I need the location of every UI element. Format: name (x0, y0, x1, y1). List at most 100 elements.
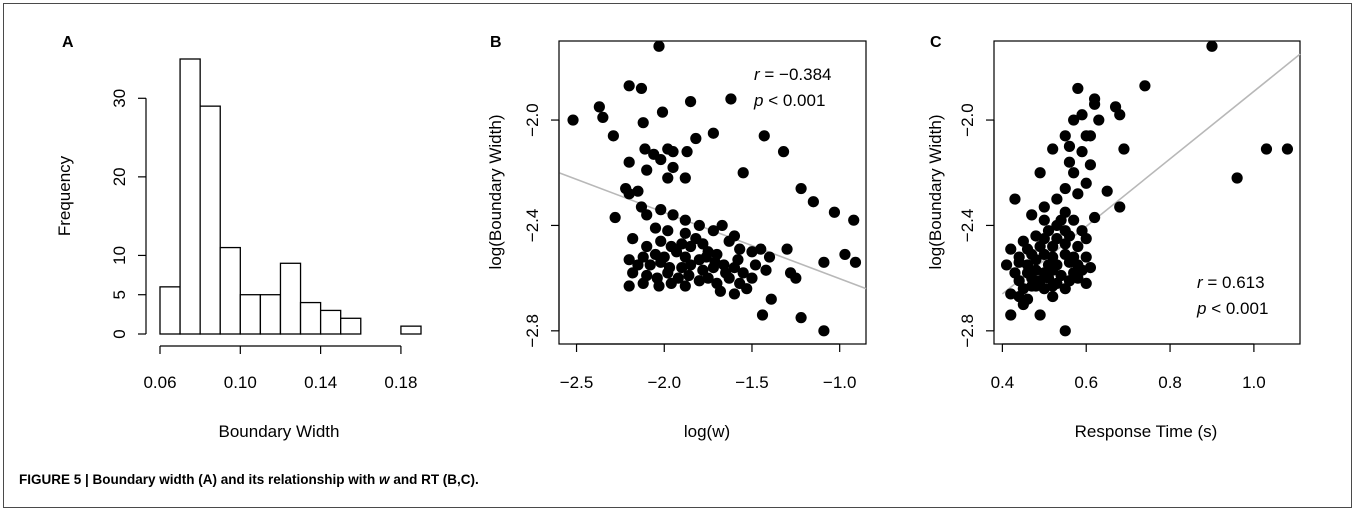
scatter-point (1005, 243, 1017, 255)
y-tick-label: 20 (110, 167, 129, 186)
scatter-point (1017, 298, 1029, 311)
scatter-point (1080, 277, 1092, 289)
histogram-bar (319, 309, 342, 335)
x-tick-label: 1.0 (1242, 373, 1266, 392)
stat-r: r = −0.384 (754, 65, 832, 84)
scatter-point (623, 188, 635, 200)
scatter-point (848, 214, 860, 226)
scatter-point (839, 248, 851, 261)
scatter-point (760, 264, 772, 276)
scatter-point (1063, 156, 1076, 168)
scatter-point (1055, 214, 1067, 226)
scatter-point (667, 209, 679, 221)
scatter-point (728, 261, 741, 274)
scatter-point (749, 259, 762, 271)
y-tick-label: 10 (110, 246, 129, 265)
scatter-point (1260, 143, 1273, 155)
y-tick-label: 0 (110, 329, 129, 338)
scatter-point (1059, 283, 1071, 295)
histogram-bars (159, 58, 422, 335)
scatter-point (655, 153, 667, 166)
scatter-point (676, 238, 688, 250)
scatter-point (1051, 193, 1063, 205)
scatter-point (683, 269, 695, 282)
scatter-point (607, 130, 619, 142)
x-tick-label: 0.10 (224, 373, 257, 392)
scatter-point (746, 246, 758, 258)
y-axis-label: Frequency (55, 155, 74, 236)
scatter-point (1063, 140, 1076, 152)
scatter-point (623, 254, 635, 266)
scatter-point (635, 82, 648, 95)
stat-r: r = 0.613 (1197, 273, 1265, 292)
scatter-point (623, 280, 635, 292)
y-tick-label: 5 (110, 290, 129, 299)
scatter-axes: 0.4 0.6 0.8 1.0 −2.8 −2.4 −2.0 (958, 103, 1266, 392)
scatter-point (684, 240, 697, 253)
scatter-point (746, 272, 758, 284)
y-tick-label: −2.4 (958, 209, 977, 243)
scatter-point (641, 209, 653, 221)
scatter-point (1080, 251, 1092, 263)
y-axis-label: log(Boundary Width) (926, 115, 945, 270)
histogram-bar (219, 246, 241, 335)
scatter-point (795, 312, 807, 324)
scatter-point (593, 101, 605, 113)
scatter-point (667, 161, 679, 174)
scatter-point (676, 261, 688, 274)
scatter-point (635, 201, 648, 213)
stat-p: p < 0.001 (753, 91, 825, 110)
scatter-point (662, 172, 674, 184)
scatter-point (693, 275, 705, 287)
histogram-axes: 0.06 0.10 0.14 0.18 0 5 10 20 30 (110, 89, 417, 392)
scatter-point (623, 80, 635, 92)
histogram-bar (299, 301, 322, 335)
scatter-point (637, 277, 649, 289)
scatter-point (1084, 159, 1097, 171)
scatter-point (1076, 146, 1088, 158)
scatter-point (714, 285, 726, 297)
scatter-point (597, 111, 609, 124)
scatter-point (679, 172, 691, 184)
scatter-point (1281, 143, 1294, 155)
scatter-point (623, 156, 635, 168)
scatter-point (828, 206, 841, 218)
scatter-point (700, 251, 712, 263)
x-tick-label: 0.6 (1074, 373, 1098, 392)
scatter-point (1089, 211, 1101, 224)
scatter-point (644, 259, 656, 271)
scatter-point (662, 267, 674, 279)
scatter-point (639, 143, 651, 155)
figure-caption: FIGURE 5 | Boundary width (A) and its re… (19, 472, 479, 487)
scatter-point (1072, 272, 1084, 284)
scatter-point (702, 272, 714, 284)
scatter-point (818, 325, 830, 337)
scatter-point (737, 167, 749, 179)
scatter-point (1084, 130, 1097, 142)
scatter-point (693, 219, 705, 232)
scatter-point (1206, 40, 1218, 52)
scatter-point (679, 227, 691, 239)
scatter-point (649, 222, 662, 234)
x-tick-label: 0.06 (143, 373, 176, 392)
scatter-point (755, 243, 767, 255)
scatter-point (1005, 309, 1017, 321)
scatter-point (1139, 80, 1151, 92)
panel-letter-b: B (490, 34, 502, 51)
scatter-point (662, 225, 674, 237)
scatter-point (1089, 98, 1101, 110)
scatter-point (849, 256, 862, 268)
y-tick-label: −2.0 (958, 103, 977, 137)
scatter-point (690, 132, 702, 145)
scatter-point (1080, 177, 1092, 189)
scatter-point (655, 256, 667, 268)
scatter-point (1000, 259, 1013, 271)
scatter-points (558, 40, 867, 337)
panel-letter-a: A (62, 34, 74, 51)
scatter-point (1080, 233, 1092, 245)
scatter-point (641, 240, 653, 253)
scatter-point (684, 259, 697, 271)
scatter-point (1047, 280, 1059, 292)
scatter-point (818, 256, 830, 268)
scatter-point (1072, 240, 1084, 253)
